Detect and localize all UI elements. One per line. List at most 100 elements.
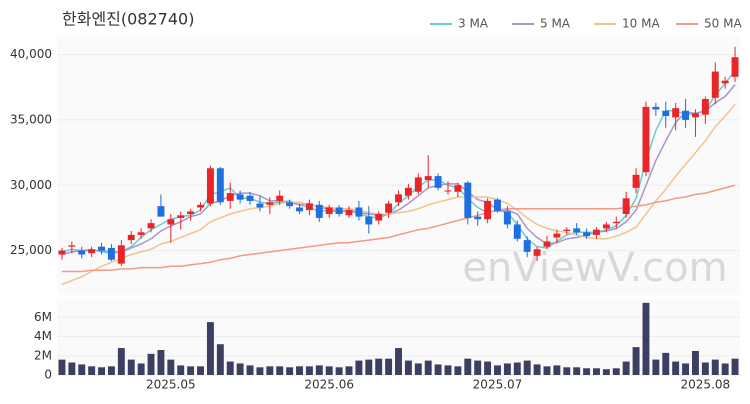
volume-bar — [305, 366, 313, 375]
volume-bar — [206, 322, 214, 375]
volume-bar — [484, 361, 492, 375]
legend-label: 5 MA — [540, 17, 571, 31]
candle-body — [622, 198, 630, 214]
candle-body — [612, 221, 620, 224]
volume-bar — [107, 366, 115, 375]
candle-body — [167, 219, 175, 225]
y-tick-label: 4M — [34, 329, 52, 343]
volume-bar — [177, 365, 185, 375]
candle-body — [147, 223, 155, 229]
volume-bar — [434, 364, 442, 375]
volume-bar — [573, 367, 581, 375]
candle-body — [424, 176, 432, 181]
candle-body — [464, 182, 472, 218]
candle-body — [533, 249, 541, 256]
volume-bar — [246, 365, 254, 375]
candle-body — [68, 245, 76, 247]
chart-title: 한화엔진(082740) — [62, 10, 194, 29]
candle-body — [157, 206, 165, 217]
candle-body — [58, 250, 66, 255]
x-tick-label: 2025.07 — [473, 378, 523, 392]
candle-body — [286, 202, 294, 207]
volume-bar — [266, 366, 274, 375]
candle-body — [236, 194, 244, 200]
volume-bar — [276, 366, 284, 375]
volume-bar — [672, 361, 680, 375]
volume-bar — [583, 368, 591, 375]
candle-body — [335, 207, 343, 214]
volume-bar — [632, 347, 640, 375]
volume-bar — [365, 359, 373, 375]
volume-bar — [721, 363, 729, 375]
volume-bar — [88, 366, 96, 375]
candle-body — [127, 234, 135, 241]
candle-body — [296, 207, 303, 212]
candle-body — [672, 108, 680, 118]
volume-bar — [127, 359, 135, 375]
candle-body — [721, 80, 729, 84]
volume-bar — [652, 359, 660, 375]
candle-body — [78, 250, 86, 255]
ma-line — [61, 84, 736, 256]
volume-bar — [216, 344, 224, 375]
candle-body — [444, 190, 452, 192]
candle-body — [197, 204, 204, 208]
candle-body — [375, 213, 383, 221]
volume-bar — [642, 302, 650, 375]
volume-bar — [197, 366, 204, 375]
y-tick-label: 25,000 — [10, 243, 52, 257]
candle-body — [365, 216, 373, 225]
x-tick-label: 2025.06 — [304, 378, 354, 392]
volume-bar — [167, 359, 175, 375]
candle-body — [107, 247, 115, 260]
candle-body — [711, 71, 719, 98]
candle-body — [583, 232, 591, 237]
candle-body — [98, 246, 106, 251]
candle-body — [226, 193, 234, 201]
volume-bar — [325, 366, 333, 375]
x-tick-label: 2025.08 — [681, 378, 731, 392]
volume-bar — [296, 366, 303, 375]
candle-body — [88, 249, 96, 254]
candle-body — [593, 229, 600, 235]
volume-bar — [543, 366, 551, 375]
candle-body — [256, 203, 264, 208]
candle-body — [513, 224, 521, 239]
candle-body — [553, 233, 561, 238]
legend-label: 50 MA — [704, 17, 742, 31]
volume-bar — [78, 364, 86, 375]
candle-body — [494, 199, 501, 212]
y-tick-label: 2M — [34, 348, 52, 362]
candle-body — [652, 106, 660, 110]
candle-body — [682, 110, 690, 120]
volume-bar — [731, 358, 739, 375]
candle-body — [325, 207, 333, 214]
volume-bar — [523, 360, 531, 375]
volume-bar — [58, 359, 66, 375]
volume-bar — [701, 362, 709, 375]
candle-body — [414, 177, 422, 192]
volume-bar — [691, 350, 699, 375]
candle-body — [345, 210, 353, 216]
volume-bar — [157, 350, 165, 375]
candle-body — [484, 200, 492, 220]
candle-body — [474, 216, 482, 220]
volume-bar — [612, 368, 620, 375]
volume-bar — [494, 365, 501, 375]
volume-bar — [622, 361, 630, 375]
candle-body — [117, 245, 125, 264]
volume-bar — [513, 362, 521, 375]
candle-body — [266, 202, 274, 205]
candle-body — [246, 195, 254, 201]
candle-body — [434, 176, 442, 188]
volume-bar — [553, 365, 561, 375]
volume-bar — [414, 363, 422, 375]
volume-bar — [98, 367, 106, 375]
candle-body — [731, 57, 739, 77]
candle-body — [701, 99, 709, 115]
volume-bar — [335, 367, 343, 375]
ma-line — [61, 103, 736, 286]
volume-bar — [602, 369, 610, 375]
candle-body — [305, 203, 313, 211]
